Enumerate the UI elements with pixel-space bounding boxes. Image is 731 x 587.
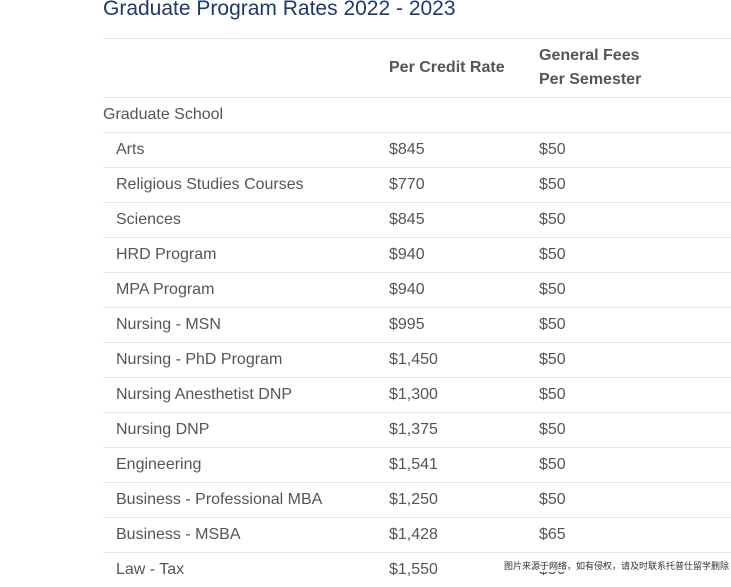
fees-cell: $50 <box>539 413 731 448</box>
fees-cell: $50 <box>539 308 731 343</box>
program-cell: Nursing Anesthetist DNP <box>103 378 389 413</box>
program-cell: HRD Program <box>103 238 389 273</box>
rate-cell: $1,375 <box>389 413 539 448</box>
rate-cell: $940 <box>389 238 539 273</box>
table-row: Arts$845$50 <box>103 133 731 168</box>
program-cell: Religious Studies Courses <box>103 168 389 203</box>
column-header-general-fees: General Fees Per Semester <box>539 39 731 98</box>
column-header-per-credit-rate: Per Credit Rate <box>389 39 539 98</box>
fees-cell: $50 <box>539 238 731 273</box>
table-row: Religious Studies Courses$770$50 <box>103 168 731 203</box>
fees-cell: $50 <box>539 133 731 168</box>
table-row: MPA Program$940$50 <box>103 273 731 308</box>
watermark-note: 图片来源于网络，如有侵权，请及时联系托普仕留学删除 <box>502 559 731 572</box>
rate-cell: $1,541 <box>389 448 539 483</box>
page-title: Graduate Program Rates 2022 - 2023 <box>103 0 456 21</box>
fees-cell: $50 <box>539 203 731 238</box>
rates-table: Per Credit Rate General Fees Per Semeste… <box>103 38 731 587</box>
rate-cell: $845 <box>389 203 539 238</box>
table-row: Business - MSBA$1,428$65 <box>103 518 731 553</box>
rate-cell: $1,428 <box>389 518 539 553</box>
program-cell: Nursing DNP <box>103 413 389 448</box>
rate-cell: $1,300 <box>389 378 539 413</box>
rate-cell: $770 <box>389 168 539 203</box>
fees-cell: $50 <box>539 273 731 308</box>
program-cell: MPA Program <box>103 273 389 308</box>
program-cell: Nursing - MSN <box>103 308 389 343</box>
column-header-program <box>103 39 389 98</box>
fees-cell: $50 <box>539 483 731 518</box>
table-row: Business - Professional MBA$1,250$50 <box>103 483 731 518</box>
program-cell: Engineering <box>103 448 389 483</box>
section-label: Graduate School <box>103 98 731 133</box>
table-row: Engineering$1,541$50 <box>103 448 731 483</box>
program-cell: Sciences <box>103 203 389 238</box>
table-row: Nursing DNP$1,375$50 <box>103 413 731 448</box>
rate-cell: $1,450 <box>389 343 539 378</box>
fees-cell: $65 <box>539 518 731 553</box>
fees-cell: $50 <box>539 448 731 483</box>
program-cell: Business - MSBA <box>103 518 389 553</box>
table-row: Sciences$845$50 <box>103 203 731 238</box>
rate-cell: $1,250 <box>389 483 539 518</box>
general-fees-line1: General Fees <box>539 47 640 64</box>
fees-cell: $50 <box>539 168 731 203</box>
section-row: Graduate School <box>103 98 731 133</box>
fees-cell: $50 <box>539 343 731 378</box>
program-cell: Law - Tax <box>103 553 389 587</box>
table-row: Nursing Anesthetist DNP$1,300$50 <box>103 378 731 413</box>
table-header-row: Per Credit Rate General Fees Per Semeste… <box>103 39 731 98</box>
rate-cell: $845 <box>389 133 539 168</box>
program-cell: Business - Professional MBA <box>103 483 389 518</box>
table-row: HRD Program$940$50 <box>103 238 731 273</box>
rate-cell: $995 <box>389 308 539 343</box>
program-cell: Nursing - PhD Program <box>103 343 389 378</box>
table-row: Nursing - MSN$995$50 <box>103 308 731 343</box>
general-fees-line2: Per Semester <box>539 71 641 88</box>
table-row: Nursing - PhD Program$1,450$50 <box>103 343 731 378</box>
program-cell: Arts <box>103 133 389 168</box>
fees-cell: $50 <box>539 378 731 413</box>
rate-cell: $940 <box>389 273 539 308</box>
